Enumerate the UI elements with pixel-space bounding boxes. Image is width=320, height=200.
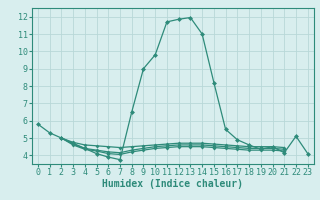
X-axis label: Humidex (Indice chaleur): Humidex (Indice chaleur) bbox=[102, 179, 243, 189]
